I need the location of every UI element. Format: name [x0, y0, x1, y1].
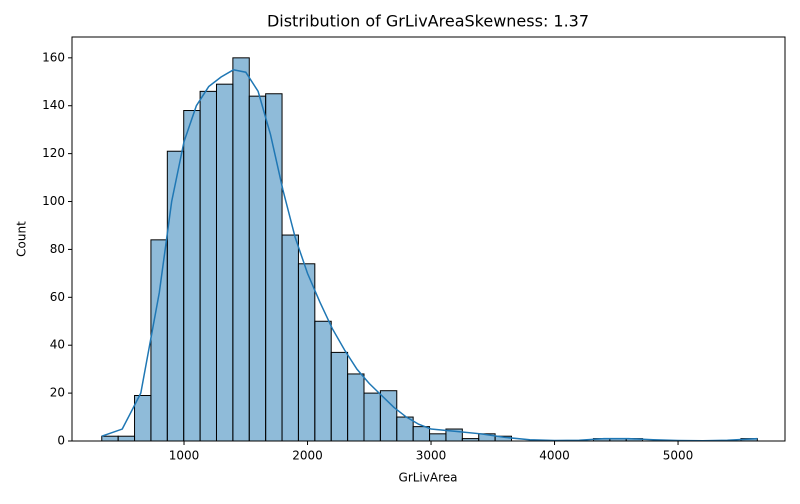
bar: [101, 435, 119, 442]
bar: [166, 150, 185, 442]
bar: [150, 239, 168, 442]
y-axis-label: Count: [15, 221, 29, 257]
y-tick-label: 60: [50, 290, 65, 304]
bar: [330, 351, 349, 442]
y-tick-label: 80: [50, 242, 65, 256]
chart-title: Distribution of GrLivAreaSkewness: 1.37: [267, 12, 589, 31]
plot-frame: [71, 36, 786, 442]
bar: [215, 83, 234, 442]
y-tick-label: 40: [50, 338, 65, 352]
bar: [248, 95, 267, 442]
x-tick-label: 3000: [416, 449, 447, 463]
bar: [297, 263, 316, 442]
y-tick-label: 20: [50, 386, 65, 400]
bar: [314, 320, 332, 442]
bar: [363, 392, 381, 442]
x-axis-label: GrLivArea: [399, 471, 458, 485]
bar: [232, 57, 250, 442]
bar: [379, 390, 398, 442]
bar: [281, 234, 299, 442]
x-tick-label: 5000: [663, 449, 694, 463]
y-tick-label: 140: [42, 98, 65, 112]
bar: [347, 373, 365, 442]
x-tick-label: 4000: [539, 449, 570, 463]
y-tick-label: 100: [42, 194, 65, 208]
y-tick-label: 160: [42, 50, 65, 64]
bar: [265, 93, 283, 442]
bar: [412, 426, 431, 442]
bar: [183, 110, 201, 442]
bar: [396, 416, 414, 442]
bar: [429, 433, 447, 442]
x-tick-label: 2000: [292, 449, 323, 463]
y-tick-label: 120: [42, 146, 65, 160]
bar: [199, 90, 217, 442]
bar: [134, 394, 152, 442]
x-tick-label: 1000: [169, 449, 200, 463]
kde-line: [101, 69, 758, 442]
bar: [117, 435, 136, 442]
y-tick-label: 0: [57, 434, 65, 448]
